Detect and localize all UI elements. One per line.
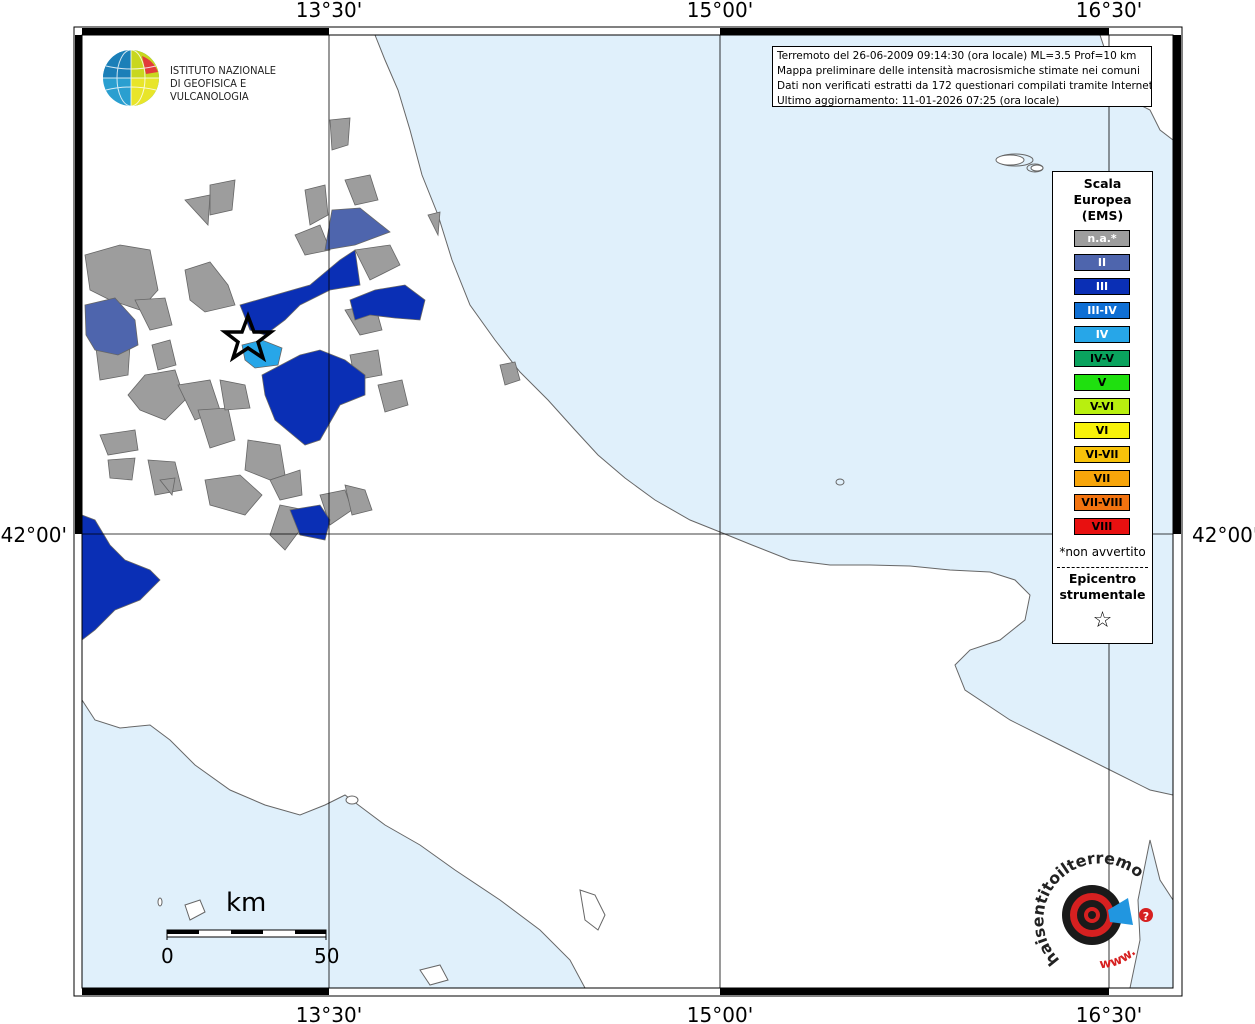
scale-unit: km: [226, 888, 267, 918]
coastal-islands: [157, 795, 606, 986]
legend-title-line2: Europea: [1073, 192, 1132, 207]
event-info-line1: Terremoto del 26-06-2009 09:14:30 (ora l…: [777, 50, 1137, 62]
ingv-line2: DI GEOFISICA E VULCANOLOGIA: [170, 77, 249, 103]
top-lon-label-1: 13°30': [296, 0, 362, 22]
brand-question: ?: [1143, 910, 1149, 923]
legend-item: VII: [1074, 470, 1130, 487]
legend-item: III: [1074, 278, 1130, 295]
legend-title: Scala Europea (EMS): [1053, 176, 1152, 224]
scale-bar: [166, 929, 327, 940]
scale-min: 0: [161, 944, 174, 968]
legend-epicenter-line2: strumentale: [1059, 587, 1146, 602]
legend-title-line3: (EMS): [1081, 208, 1124, 223]
legend-star-glyph: ☆: [1092, 608, 1113, 633]
frame-ticks: [75, 28, 1181, 995]
right-lat-label: 42°00': [1192, 523, 1255, 547]
ingv-logo: ISTITUTO NAZIONALE DI GEOFISICA E VULCAN…: [102, 48, 322, 108]
event-info-line4: Ultimo aggiornamento: 11-01-2026 07:25 (…: [777, 95, 1060, 107]
map-frame: [73, 26, 1183, 997]
scale-max: 50: [314, 944, 340, 968]
adriatic-sea: [374, 34, 1174, 796]
legend-item: VIII: [1074, 518, 1130, 535]
legend-separator: [1057, 567, 1148, 568]
epicenter-star-icon[interactable]: [219, 311, 277, 363]
legend-item: V-VI: [1074, 398, 1130, 415]
ingv-logo-text: ISTITUTO NAZIONALE DI GEOFISICA E VULCAN…: [170, 64, 322, 103]
legend-epicenter-line1: Epicentro: [1068, 571, 1137, 586]
event-info-box: Terremoto del 26-06-2009 09:14:30 (ora l…: [772, 46, 1152, 107]
bottom-lon-label-2: 15°00': [687, 1003, 753, 1024]
legend-star-icon: ☆: [1053, 610, 1152, 632]
event-info-line3: Dati non verificati estratti da 172 ques…: [777, 80, 1152, 92]
tremiti-islands: [995, 154, 1044, 172]
legend-epicenter-title: Epicentro strumentale: [1053, 571, 1152, 603]
legend-note: *non avvertito: [1059, 545, 1146, 559]
tyrrhenian-sea: [81, 698, 586, 989]
legend-item: III-IV: [1074, 302, 1130, 319]
globe-icon: [103, 49, 159, 107]
bottom-lon-label-1: 13°30': [296, 1003, 362, 1024]
top-lon-label-3: 16°30': [1076, 0, 1142, 22]
legend-item: II: [1074, 254, 1130, 271]
municipalities: [81, 117, 521, 641]
legend-item: V: [1074, 374, 1130, 391]
legend-item: VI: [1074, 422, 1130, 439]
legend-title-line1: Scala: [1083, 176, 1122, 191]
top-lon-label-2: 15°00': [687, 0, 753, 22]
bottom-lon-label-3: 16°30': [1076, 1003, 1142, 1024]
legend-item: IV: [1074, 326, 1130, 343]
event-info-line2: Mappa preliminare delle intensità macros…: [777, 65, 1140, 77]
left-lat-label: 42°00': [1, 523, 67, 547]
legend-item: VII-VIII: [1074, 494, 1130, 511]
ems-legend: Scala Europea (EMS) n.a.* II III III-IV IV IV…: [1052, 171, 1153, 644]
legend-item: IV-V: [1074, 350, 1130, 367]
ingv-line1: ISTITUTO NAZIONALE: [170, 64, 277, 77]
legend-item: VI-VII: [1074, 446, 1130, 463]
legend-item: n.a.*: [1074, 230, 1130, 247]
